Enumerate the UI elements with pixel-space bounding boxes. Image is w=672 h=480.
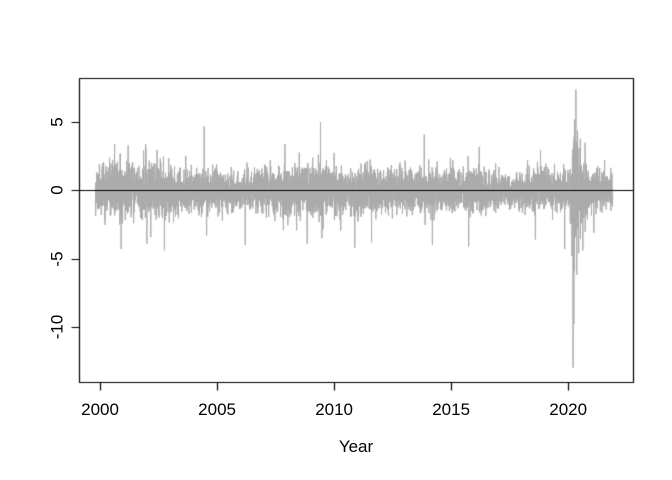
x-axis-title: Year (338, 437, 374, 456)
x-tick-label-2010: 2010 (315, 400, 354, 419)
y-tick-label-5: 5 (47, 117, 67, 128)
x-tick-label-2020: 2020 (549, 400, 588, 419)
y-tick-label-neg5: -5 (47, 251, 67, 267)
x-tick-label-2005: 2005 (198, 400, 236, 419)
x-tick-label-2015: 2015 (432, 400, 471, 419)
y-tick-label-0: 0 (47, 185, 67, 196)
y-tick-label-neg10: -10 (47, 314, 67, 340)
x-tick-label-2000: 2000 (81, 400, 119, 419)
